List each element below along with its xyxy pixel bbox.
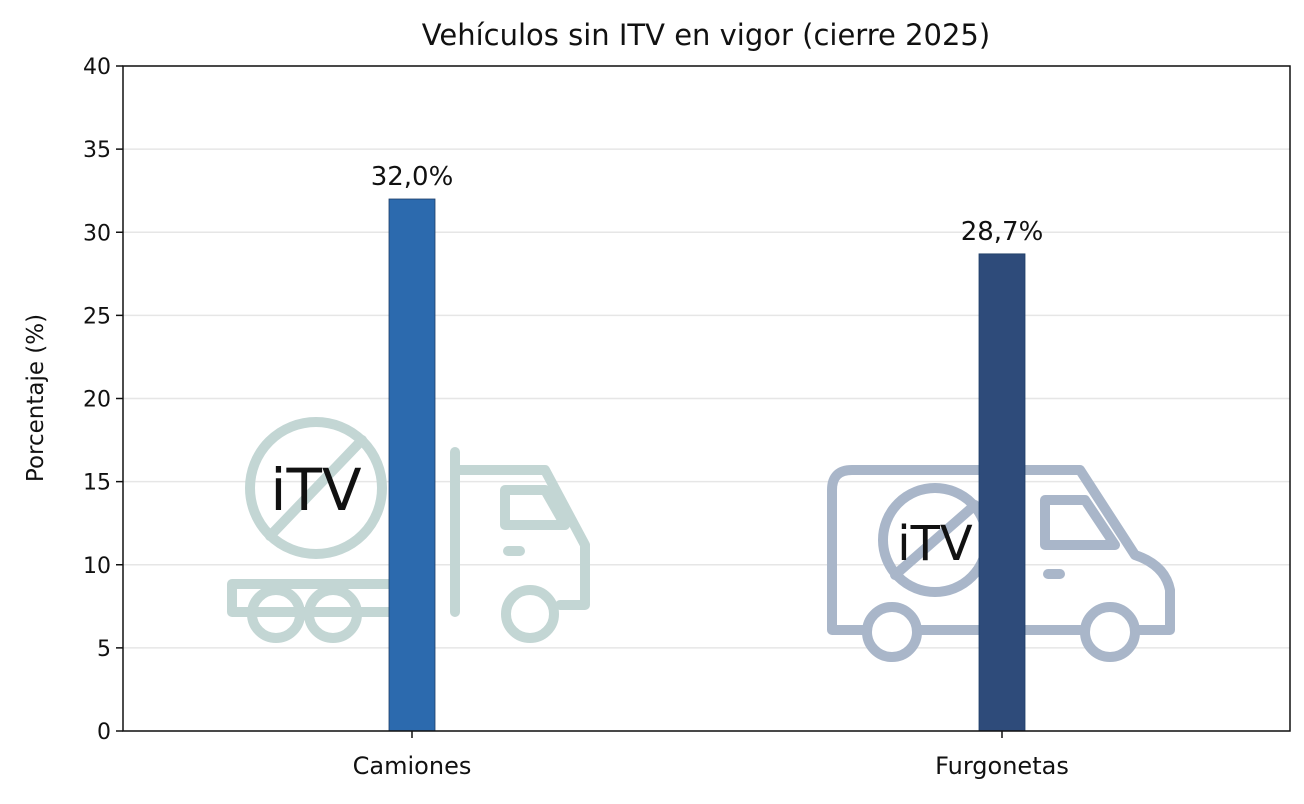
bars: 32,0% 28,7% — [371, 162, 1044, 732]
y-tick-label: 40 — [83, 55, 111, 80]
data-label: 28,7% — [961, 217, 1044, 247]
svg-text:iTV: iTV — [270, 456, 362, 524]
y-tick-label: 30 — [83, 221, 111, 246]
y-tick-label: 5 — [97, 637, 111, 662]
y-tick-label: 0 — [97, 720, 111, 745]
data-label: 32,0% — [371, 162, 454, 192]
truck-no-itv-icon: iTV — [227, 417, 590, 643]
x-tick-label: Furgonetas — [935, 752, 1069, 780]
svg-text:iTV: iTV — [897, 516, 973, 572]
bar-camiones — [388, 198, 436, 732]
bar-furgonetas — [978, 253, 1026, 732]
chart-title: Vehículos sin ITV en vigor (cierre 2025) — [422, 18, 990, 52]
y-tick-label: 25 — [83, 304, 111, 329]
y-tick-label: 15 — [83, 471, 111, 496]
y-tick-label: 20 — [83, 388, 111, 413]
y-tick-label: 35 — [83, 138, 111, 163]
van-no-itv-icon: iTV — [827, 465, 1175, 662]
axis-ticks: 0 5 10 15 20 25 30 35 40 Camiones Furgonetas — [83, 55, 1069, 780]
y-tick-label: 10 — [83, 554, 111, 579]
x-tick-label: Camiones — [353, 752, 472, 780]
y-axis-label: Porcentaje (%) — [23, 314, 49, 482]
